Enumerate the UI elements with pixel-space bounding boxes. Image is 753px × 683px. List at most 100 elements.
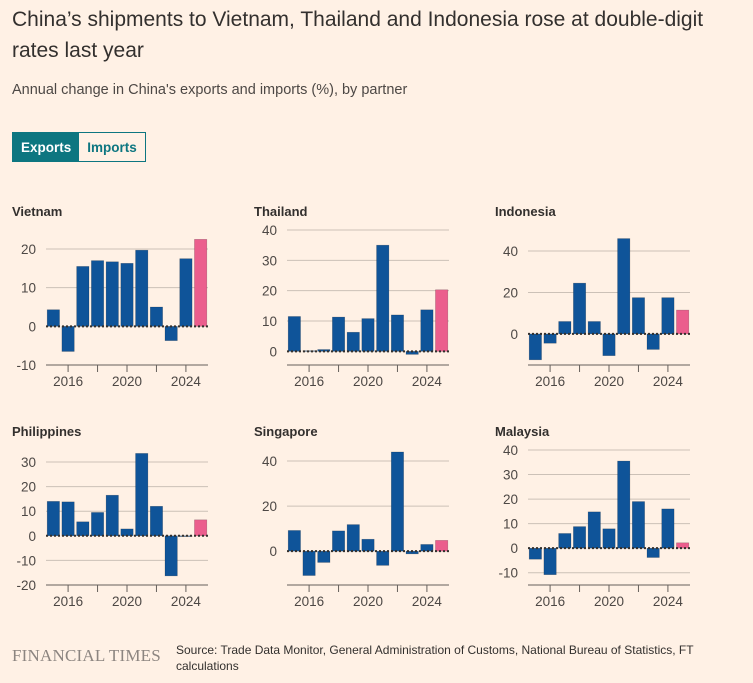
x-tick-label: 2020: [594, 374, 624, 389]
y-tick-label: 30: [21, 455, 36, 470]
source-note: Source: Trade Data Monitor, General Admi…: [176, 643, 694, 673]
bar-singapore-2021: [376, 550, 390, 566]
y-tick-label: 0: [269, 544, 277, 559]
bar-singapore-2024: [420, 544, 434, 552]
y-tick-label: 40: [503, 443, 518, 458]
y-tick-label: -20: [16, 578, 36, 593]
y-tick-label: 10: [262, 314, 277, 329]
x-tick-label: 2016: [53, 374, 83, 389]
exports-imports-toggle: Exports Imports: [12, 132, 146, 162]
bar-malaysia-2019: [587, 511, 601, 549]
panel-title: Singapore: [254, 424, 318, 439]
bar-indonesia-2017: [558, 321, 572, 335]
y-tick-label: -10: [498, 566, 518, 581]
bar-singapore-2016: [302, 550, 316, 576]
bar-philippines-2025: [194, 519, 208, 537]
bar-singapore-2022: [390, 451, 404, 552]
y-tick-label: 10: [21, 504, 36, 519]
y-tick-label: 20: [503, 492, 518, 507]
panel-title: Vietnam: [12, 204, 62, 219]
bar-thailand-2019: [346, 331, 360, 352]
y-tick-label: 0: [28, 529, 36, 544]
bar-philippines-2015: [46, 501, 60, 537]
bar-singapore-2025: [435, 540, 449, 552]
x-tick-label: 2024: [653, 594, 684, 609]
bar-malaysia-2021: [617, 460, 631, 549]
bar-vietnam-2018: [91, 260, 105, 327]
bar-vietnam-2024: [179, 258, 193, 327]
bar-indonesia-2021: [617, 238, 631, 335]
x-tick-label: 2016: [535, 374, 565, 389]
y-tick-label: 40: [503, 244, 518, 259]
bar-philippines-2018: [91, 512, 105, 537]
y-tick-label: 20: [21, 242, 36, 257]
bar-philippines-2017: [76, 521, 90, 537]
bar-indonesia-2024: [661, 297, 675, 335]
x-tick-label: 2024: [412, 374, 443, 389]
bar-indonesia-2025: [676, 309, 690, 335]
x-tick-label: 2016: [535, 594, 565, 609]
x-tick-label: 2020: [112, 594, 142, 609]
y-tick-label: 40: [262, 454, 277, 469]
x-tick-label: 2016: [294, 374, 324, 389]
bar-thailand-2018: [332, 316, 346, 352]
bar-malaysia-2024: [661, 508, 675, 549]
bar-vietnam-2021: [135, 249, 149, 327]
bar-vietnam-2017: [76, 266, 90, 327]
bar-philippines-2020: [120, 528, 134, 537]
bar-singapore-2017: [317, 550, 331, 563]
bar-thailand-2020: [361, 318, 375, 352]
chart-subtitle: Annual change in China's exports and imp…: [12, 82, 408, 98]
bar-indonesia-2022: [631, 297, 645, 335]
x-tick-label: 2020: [594, 594, 624, 609]
bar-philippines-2021: [135, 453, 149, 537]
exports-button[interactable]: Exports: [13, 133, 80, 161]
panel-title: Indonesia: [495, 204, 556, 219]
bar-indonesia-2023: [646, 333, 660, 350]
panel-title: Malaysia: [495, 424, 550, 439]
panel-title: Thailand: [254, 204, 308, 219]
bar-philippines-2022: [149, 505, 163, 537]
imports-button[interactable]: Imports: [79, 133, 145, 161]
x-tick-label: 2020: [353, 374, 383, 389]
y-tick-label: 10: [21, 281, 36, 296]
bar-thailand-2024: [420, 309, 434, 352]
bar-malaysia-2022: [631, 501, 645, 549]
bar-vietnam-2022: [149, 306, 163, 327]
bar-malaysia-2017: [558, 533, 572, 549]
y-tick-label: 30: [262, 253, 277, 268]
bar-thailand-2022: [390, 314, 404, 352]
bar-vietnam-2023: [164, 326, 178, 341]
ft-logo: FINANCIAL TIMES: [12, 646, 161, 665]
bar-thailand-2025: [435, 289, 449, 352]
y-tick-label: 0: [28, 319, 36, 334]
y-tick-label: 0: [269, 344, 277, 359]
x-tick-label: 2020: [112, 374, 142, 389]
bar-malaysia-2020: [602, 528, 616, 549]
bar-vietnam-2025: [194, 239, 208, 327]
bar-indonesia-2019: [587, 321, 601, 335]
bar-singapore-2020: [361, 538, 375, 552]
y-tick-label: 40: [262, 223, 277, 238]
y-tick-label: 0: [510, 541, 518, 556]
bar-vietnam-2016: [61, 326, 75, 352]
x-tick-label: 2016: [53, 594, 83, 609]
x-tick-label: 2024: [653, 374, 684, 389]
x-tick-label: 2024: [171, 594, 202, 609]
x-tick-label: 2024: [171, 374, 202, 389]
y-tick-label: 10: [503, 517, 518, 532]
y-tick-label: 0: [510, 327, 518, 342]
bar-philippines-2016: [61, 501, 75, 537]
chart-title: China’s shipments to Vietnam, Thailand a…: [12, 8, 704, 62]
bar-indonesia-2018: [573, 282, 587, 335]
bar-singapore-2015: [287, 530, 301, 552]
x-tick-label: 2016: [294, 594, 324, 609]
x-tick-label: 2024: [412, 594, 443, 609]
y-tick-label: 20: [503, 285, 518, 300]
bar-vietnam-2020: [120, 263, 134, 327]
bar-philippines-2019: [105, 494, 119, 537]
bar-philippines-2023: [164, 535, 178, 577]
bar-malaysia-2016: [543, 547, 557, 575]
bar-vietnam-2019: [105, 261, 119, 327]
